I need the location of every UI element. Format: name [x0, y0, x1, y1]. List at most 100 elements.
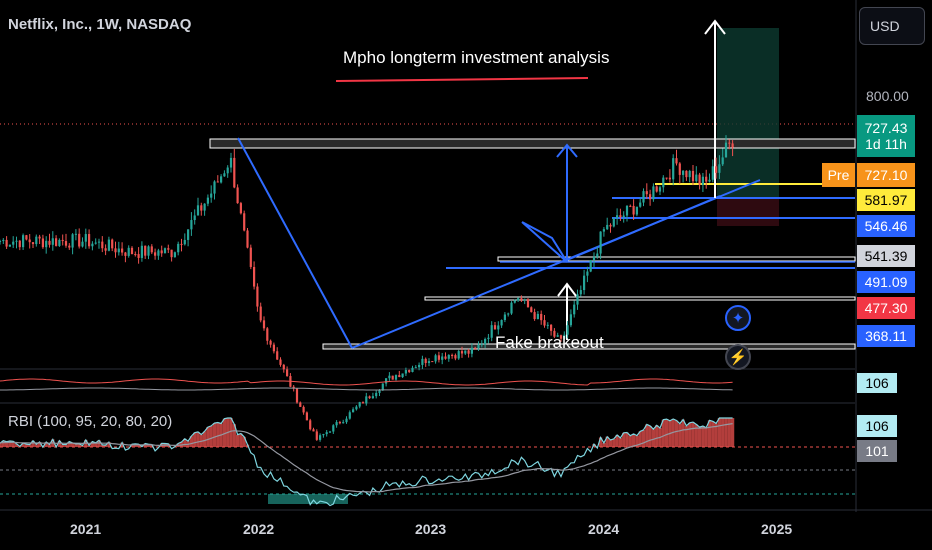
candle-body [2, 239, 5, 241]
candle-body [609, 224, 612, 227]
rbi-value-1: 106 [857, 415, 897, 437]
candle-body [576, 294, 579, 305]
candle-body [88, 234, 91, 247]
price-tag-581: 581.97 [857, 189, 915, 211]
trend-down [237, 137, 353, 349]
candle-body [691, 170, 695, 182]
candle-body [144, 245, 147, 256]
candle-body [467, 350, 470, 354]
candle-body [35, 236, 38, 245]
candle-body [177, 243, 180, 253]
candle-body [672, 158, 675, 180]
rbi-pane [0, 417, 735, 507]
candle-body [78, 233, 81, 247]
candle-body [682, 170, 685, 175]
price-tag-541: 541.39 [857, 245, 915, 267]
currency-selector[interactable]: USD [859, 7, 925, 45]
candle-body [322, 434, 325, 436]
candle-body [553, 330, 556, 337]
white-arrow-head [704, 19, 726, 35]
candle-body [200, 205, 203, 211]
candle-body [711, 166, 714, 180]
candle-body [606, 224, 609, 230]
candle-body [635, 206, 638, 215]
candle-body [540, 313, 543, 321]
rbi-legend[interactable]: RBI (100, 95, 20, 80, 20) [8, 413, 173, 430]
candle-body [55, 238, 58, 246]
candle-body [526, 299, 530, 308]
title-underline [335, 77, 589, 82]
candle-body [124, 252, 127, 256]
candle-body [345, 418, 348, 423]
candle-body [203, 203, 206, 211]
candle-body [0, 240, 2, 242]
candle-body [15, 240, 18, 242]
candle-body [266, 328, 269, 341]
candle-body [262, 320, 266, 329]
candle-body [510, 302, 513, 314]
candle-body [299, 402, 302, 407]
candle-body [12, 241, 15, 245]
price-tag-546: 546.46 [857, 215, 915, 237]
candle-body [160, 250, 163, 254]
candle-body [45, 240, 48, 248]
x-tick-2023: 2023 [415, 521, 447, 537]
candle-body [282, 364, 285, 370]
candle-body [487, 337, 490, 340]
candle-body [503, 314, 506, 321]
candle-body [216, 181, 219, 183]
candle-body [573, 304, 576, 315]
candle-body [668, 177, 671, 180]
price-axis-top-label: 800.00 [866, 88, 909, 104]
candle-body [328, 431, 332, 433]
candle-body [361, 402, 365, 404]
sparkle-icon[interactable]: ✦ [725, 305, 751, 331]
candle-body [279, 359, 282, 365]
candle-body [183, 239, 186, 245]
candle-body [127, 247, 130, 256]
symbol-title[interactable]: Netflix, Inc., 1W, NASDAQ [8, 16, 192, 33]
candle-body [51, 238, 54, 245]
candle-body [391, 375, 394, 380]
candle-body [302, 406, 305, 413]
candle-body [41, 238, 44, 248]
support-box-mid2 [497, 256, 856, 262]
candle-body [309, 420, 312, 430]
candle-body [220, 176, 223, 183]
lightning-icon[interactable]: ⚡ [725, 344, 751, 370]
candle-body [451, 354, 454, 356]
candle-body [114, 248, 117, 253]
candle-body [480, 344, 483, 346]
candle-body [305, 412, 308, 421]
candle-body [371, 396, 374, 399]
candle-body [414, 367, 417, 369]
candle-body [229, 157, 233, 168]
candle-body [381, 383, 384, 391]
candle-body [388, 375, 391, 379]
target-zone [717, 28, 779, 198]
candle-body [272, 344, 275, 352]
candle-body [31, 242, 35, 245]
candle-body [58, 239, 61, 246]
blue-arrow-head [556, 143, 578, 158]
candle-body [365, 396, 368, 404]
candle-body [619, 215, 622, 218]
candle-body [579, 290, 582, 295]
x-tick-2021: 2021 [70, 521, 102, 537]
candle-body [226, 167, 229, 174]
candle-body [632, 205, 635, 215]
candle-body [563, 334, 566, 339]
candle-body [233, 157, 236, 188]
candle-body [173, 252, 176, 258]
candle-body [206, 197, 209, 204]
candle-body [724, 142, 728, 158]
candle-body [685, 170, 688, 178]
candle-body [658, 187, 662, 192]
candle-body [705, 176, 708, 182]
premarket-price-tag: 727.10 [857, 163, 915, 187]
candle-body [701, 176, 704, 185]
candle-body [111, 239, 114, 249]
candle-body [170, 249, 173, 258]
indicator-top-signal [0, 387, 733, 391]
